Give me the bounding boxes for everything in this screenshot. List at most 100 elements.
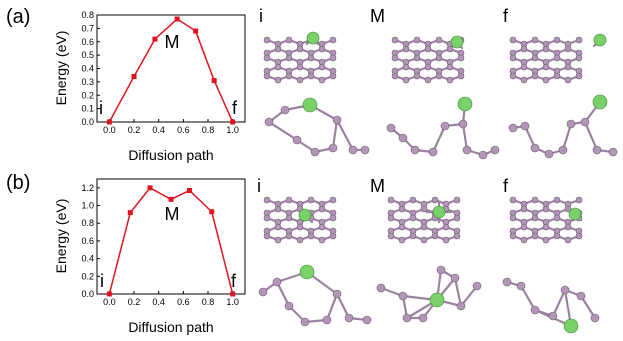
phosphorus-atom bbox=[329, 54, 337, 62]
phosphorus-atom bbox=[575, 196, 583, 204]
data-point bbox=[209, 209, 215, 215]
phosphorus-atom bbox=[590, 313, 600, 323]
x-tick-label: 0.2 bbox=[128, 125, 141, 135]
x-tick-label: 0.4 bbox=[152, 125, 165, 135]
annotation-start: i bbox=[100, 271, 104, 291]
phosphorus-atom bbox=[548, 311, 558, 321]
phosphorus-atom bbox=[490, 145, 500, 155]
phosphorus-atom bbox=[440, 121, 450, 131]
dopant-atom bbox=[457, 96, 473, 112]
phosphorus-atom bbox=[564, 63, 572, 71]
x-tick-label: 0.2 bbox=[128, 297, 141, 307]
phosphorus-atom bbox=[285, 72, 293, 80]
phosphorus-atom bbox=[509, 214, 517, 222]
phosphorus-atom bbox=[391, 36, 399, 44]
phosphorus-atom bbox=[274, 205, 282, 213]
bond bbox=[579, 294, 597, 320]
top-view-model bbox=[509, 33, 607, 84]
phosphorus-atom bbox=[560, 285, 570, 295]
phosphorus-atom bbox=[442, 236, 450, 244]
phosphorus-atom bbox=[329, 196, 337, 204]
phosphorus-atom bbox=[329, 214, 337, 222]
bond bbox=[453, 276, 463, 308]
phosphorus-atom bbox=[446, 63, 454, 71]
phosphorus-atom bbox=[329, 232, 337, 240]
phosphorus-atom bbox=[398, 205, 406, 213]
phosphorus-atom bbox=[387, 232, 395, 240]
phosphorus-atom bbox=[391, 72, 399, 80]
phosphorus-atom bbox=[508, 123, 518, 133]
top-view-model bbox=[387, 196, 461, 244]
y-tick-label: 0.4 bbox=[81, 254, 94, 264]
phosphorus-atom bbox=[263, 72, 271, 80]
phosphorus-atom bbox=[296, 45, 304, 53]
phosphorus-atom bbox=[431, 232, 439, 240]
phosphorus-atom bbox=[285, 196, 293, 204]
phosphorus-atom bbox=[553, 54, 561, 62]
phosphorus-atom bbox=[410, 145, 420, 155]
annotation-start: i bbox=[99, 98, 103, 118]
y-tick-label: 0.6 bbox=[81, 236, 94, 246]
structure-label-a-i: i bbox=[259, 6, 263, 26]
phosphorus-atom bbox=[542, 236, 550, 244]
phosphorus-atom bbox=[516, 281, 526, 291]
phosphorus-atom bbox=[446, 45, 454, 53]
panel-label-b: (b) bbox=[6, 172, 31, 194]
phosphorus-atom bbox=[398, 133, 408, 143]
phosphorus-atom bbox=[531, 36, 539, 44]
y-tick-label: 0.0 bbox=[81, 289, 94, 299]
phosphorus-atom bbox=[402, 313, 412, 323]
phosphorus-atom bbox=[263, 54, 271, 62]
data-point bbox=[147, 185, 153, 191]
phosphorus-atom bbox=[376, 283, 386, 293]
phosphorus-atom bbox=[564, 205, 572, 213]
phosphorus-atom bbox=[318, 223, 326, 231]
dopant-atom bbox=[563, 318, 579, 334]
phosphorus-atom bbox=[318, 76, 326, 84]
phosphorus-atom bbox=[564, 223, 572, 231]
phosphorus-atom bbox=[453, 196, 461, 204]
side-view-model bbox=[376, 265, 482, 323]
phosphorus-atom bbox=[360, 145, 370, 155]
x-ticks: 0.0 0.2 0.4 0.6 0.8 1.0 bbox=[103, 119, 239, 135]
phosphorus-atom bbox=[274, 223, 282, 231]
phosphorus-atom bbox=[531, 214, 539, 222]
dopant-atom bbox=[568, 207, 582, 221]
structure-label-a-f: f bbox=[503, 6, 509, 26]
y-tick-label: 0.5 bbox=[81, 50, 94, 60]
phosphorus-atom bbox=[258, 287, 268, 297]
dopant-atom bbox=[432, 205, 446, 219]
data-point bbox=[193, 28, 199, 34]
bond bbox=[275, 280, 291, 308]
bond bbox=[551, 288, 567, 318]
annotation-end: f bbox=[232, 98, 238, 118]
phosphorus-atom bbox=[418, 313, 428, 323]
plot-frame bbox=[96, 178, 246, 295]
phosphorus-atom bbox=[428, 147, 438, 157]
phosphorus-atom bbox=[307, 232, 315, 240]
dopant-atom bbox=[450, 35, 464, 49]
phosphorus-atom bbox=[409, 214, 417, 222]
phosphorus-atom bbox=[263, 196, 271, 204]
bond bbox=[561, 122, 573, 152]
energy-chart-b: 0.0 0.2 0.4 0.6 0.8 1.0 1.2 0.0 0.2 0.4 0.6 0.8 1.0… bbox=[53, 178, 246, 335]
phosphorus-atom bbox=[329, 36, 337, 44]
phosphorus-atom bbox=[453, 214, 461, 222]
phosphorus-atom bbox=[575, 232, 583, 240]
phosphorus-atom bbox=[332, 289, 342, 299]
phosphorus-atom bbox=[424, 45, 432, 53]
phosphorus-atom bbox=[322, 315, 332, 325]
bond bbox=[519, 284, 537, 312]
data-point bbox=[152, 36, 158, 42]
phosphorus-atom bbox=[387, 196, 395, 204]
phosphorus-atom bbox=[296, 223, 304, 231]
y-tick-label: 0.8 bbox=[81, 218, 94, 228]
phosphorus-atom bbox=[457, 72, 465, 80]
phosphorus-atom bbox=[436, 265, 446, 275]
phosphorus-atom bbox=[520, 76, 528, 84]
phosphorus-atom bbox=[398, 236, 406, 244]
phosphorus-atom bbox=[509, 36, 517, 44]
phosphorus-atom bbox=[542, 76, 550, 84]
series bbox=[106, 16, 236, 125]
atomic-structures: i M f i M f bbox=[257, 6, 618, 334]
